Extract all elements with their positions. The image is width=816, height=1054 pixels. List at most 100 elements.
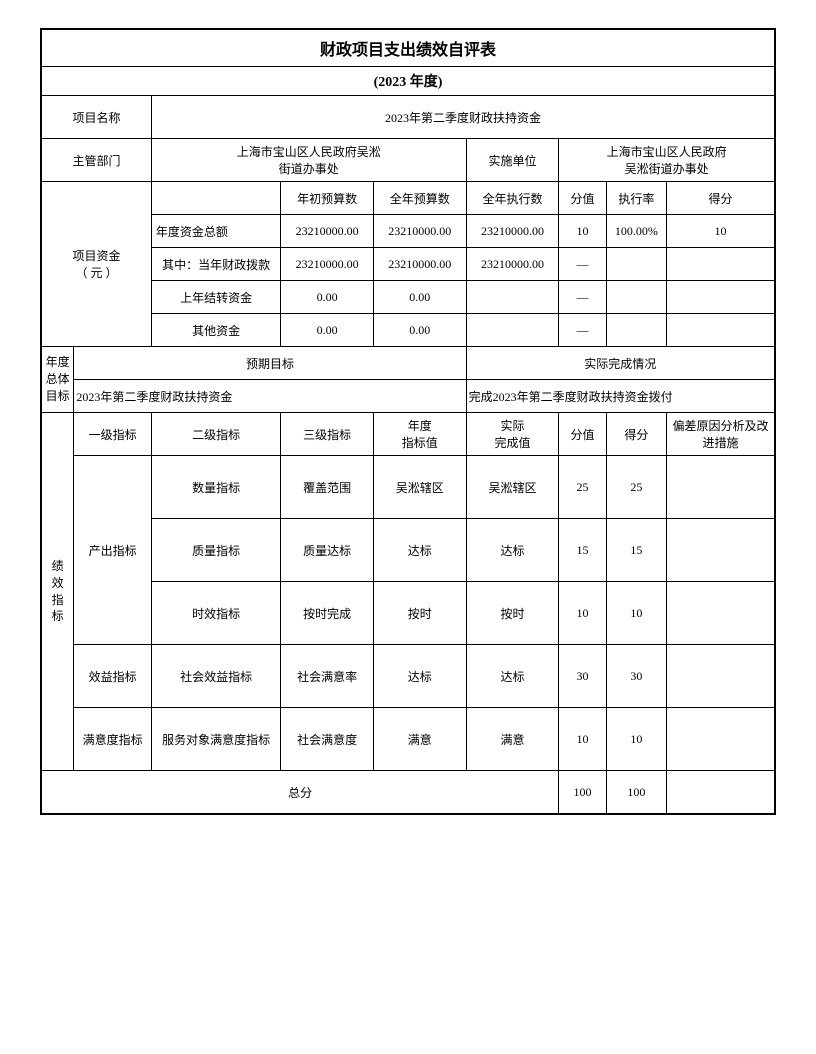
cell-l1: 效益指标 [74, 645, 152, 708]
cell-l3: 覆盖范围 [281, 456, 374, 519]
cell-l2: 服务对象满意度指标 [151, 708, 280, 771]
label-lvl1: 一级指标 [74, 413, 152, 456]
label-exec-rate: 执行率 [606, 182, 666, 215]
value-project-name: 2023年第二季度财政扶持资金 [151, 96, 774, 139]
cell-w: 10 [559, 708, 606, 771]
cell-w: 25 [559, 456, 606, 519]
cell: — [559, 281, 606, 314]
label-total-funds: 年度资金总额 [151, 215, 280, 248]
label-actual-goal: 实际完成情况 [466, 347, 774, 380]
cell [606, 248, 666, 281]
cell-s: 10 [606, 582, 666, 645]
blank [151, 182, 280, 215]
cell-l1: 满意度指标 [74, 708, 152, 771]
blank [667, 771, 775, 814]
cell-l3: 质量达标 [281, 519, 374, 582]
cell: 10 [667, 215, 775, 248]
cell [606, 281, 666, 314]
cell: — [559, 248, 606, 281]
cell [667, 314, 775, 347]
value-department: 上海市宝山区人民政府吴淞 街道办事处 [151, 139, 466, 182]
label-lvl2: 二级指标 [151, 413, 280, 456]
table-subtitle: (2023 年度) [42, 67, 775, 96]
label-weight: 分值 [559, 413, 606, 456]
label-fiscal-funds: 其中：当年财政拨款 [151, 248, 280, 281]
cell-av: 达标 [466, 519, 559, 582]
cell-l2: 质量指标 [151, 519, 280, 582]
cell-dev [667, 645, 775, 708]
evaluation-table: 财政项目支出绩效自评表 (2023 年度) 项目名称 2023年第二季度财政扶持… [40, 28, 776, 815]
cell: 23210000.00 [466, 215, 559, 248]
cell: 23210000.00 [466, 248, 559, 281]
cell-av: 达标 [466, 645, 559, 708]
cell-dev [667, 708, 775, 771]
value-total-s: 100 [606, 771, 666, 814]
cell-tv: 达标 [373, 519, 466, 582]
label-score: 得分 [606, 413, 666, 456]
cell-dev [667, 456, 775, 519]
cell: 23210000.00 [281, 248, 374, 281]
label-impl-unit: 实施单位 [466, 139, 559, 182]
value-impl-unit: 上海市宝山区人民政府 吴淞街道办事处 [559, 139, 775, 182]
value-total-w: 100 [559, 771, 606, 814]
cell-l2: 时效指标 [151, 582, 280, 645]
label-perf-ind: 绩效指标 [42, 413, 74, 771]
table-title: 财政项目支出绩效自评表 [42, 30, 775, 67]
cell-l1: 产出指标 [74, 456, 152, 645]
cell-tv: 按时 [373, 582, 466, 645]
cell [667, 248, 775, 281]
cell-l2: 社会效益指标 [151, 645, 280, 708]
cell: 10 [559, 215, 606, 248]
value-expected-goal: 2023年第二季度财政扶持资金 [74, 380, 466, 413]
cell: 23210000.00 [373, 215, 466, 248]
label-expected-goal: 预期目标 [74, 347, 466, 380]
label-other-funds: 其他资金 [151, 314, 280, 347]
label-carryover: 上年结转资金 [151, 281, 280, 314]
cell-tv: 达标 [373, 645, 466, 708]
cell-av: 按时 [466, 582, 559, 645]
label-weight: 分值 [559, 182, 606, 215]
cell: 0.00 [281, 314, 374, 347]
cell-w: 10 [559, 582, 606, 645]
cell [466, 314, 559, 347]
label-target-val: 年度 指标值 [373, 413, 466, 456]
cell [667, 281, 775, 314]
cell: — [559, 314, 606, 347]
cell-l3: 按时完成 [281, 582, 374, 645]
cell-dev [667, 519, 775, 582]
cell-w: 15 [559, 519, 606, 582]
cell-tv: 吴淞辖区 [373, 456, 466, 519]
label-department: 主管部门 [42, 139, 152, 182]
label-annual-goal: 年度总体目标 [42, 347, 74, 413]
cell: 0.00 [373, 314, 466, 347]
cell-dev [667, 582, 775, 645]
label-budget-year: 全年预算数 [373, 182, 466, 215]
cell-l3: 社会满意度 [281, 708, 374, 771]
label-dev-reason: 偏差原因分析及改进措施 [667, 413, 775, 456]
label-total-score: 总分 [42, 771, 559, 814]
cell-s: 30 [606, 645, 666, 708]
label-actual-val: 实际 完成值 [466, 413, 559, 456]
value-actual-goal: 完成2023年第二季度财政扶持资金拨付 [466, 380, 774, 413]
cell-w: 30 [559, 645, 606, 708]
cell: 23210000.00 [373, 248, 466, 281]
label-project-name: 项目名称 [42, 96, 152, 139]
label-score: 得分 [667, 182, 775, 215]
cell: 0.00 [373, 281, 466, 314]
cell-av: 满意 [466, 708, 559, 771]
label-funds: 项目资金 （ 元 ） [42, 182, 152, 347]
cell [606, 314, 666, 347]
cell-av: 吴淞辖区 [466, 456, 559, 519]
cell-tv: 满意 [373, 708, 466, 771]
cell: 0.00 [281, 281, 374, 314]
label-budget-begin: 年初预算数 [281, 182, 374, 215]
cell-l3: 社会满意率 [281, 645, 374, 708]
cell-s: 10 [606, 708, 666, 771]
label-exec-year: 全年执行数 [466, 182, 559, 215]
cell-s: 25 [606, 456, 666, 519]
label-lvl3: 三级指标 [281, 413, 374, 456]
cell-l2: 数量指标 [151, 456, 280, 519]
cell [466, 281, 559, 314]
cell-s: 15 [606, 519, 666, 582]
cell: 100.00% [606, 215, 666, 248]
